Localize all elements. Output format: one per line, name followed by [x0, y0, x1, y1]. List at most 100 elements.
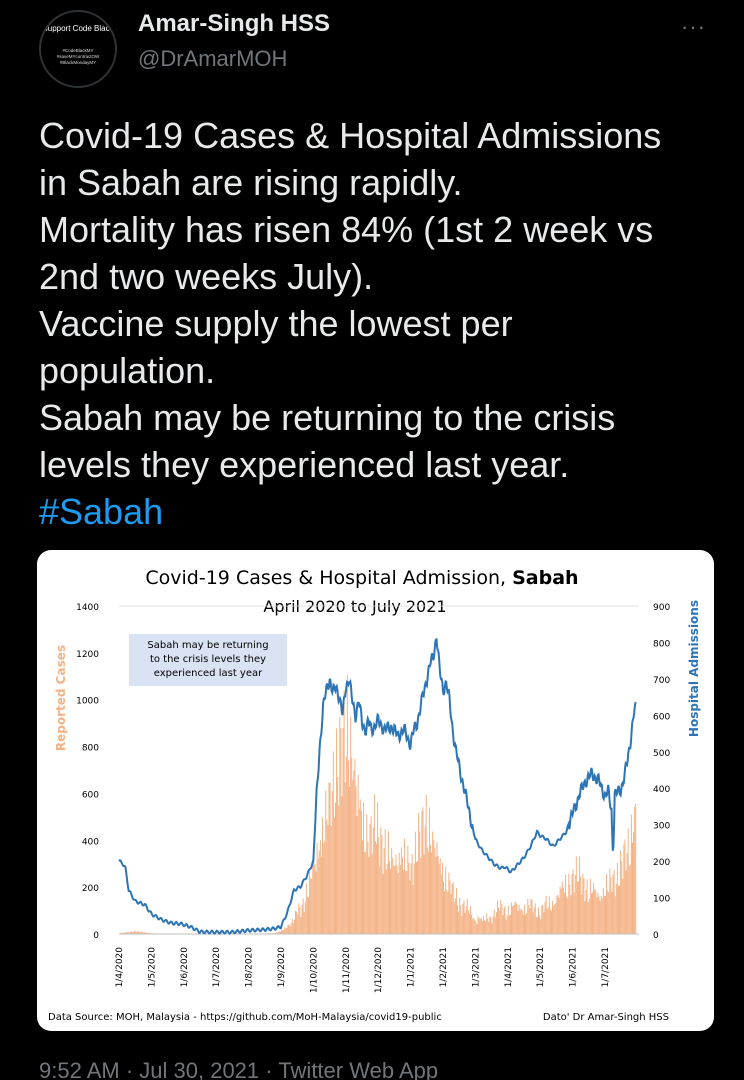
case-bar [621, 861, 623, 934]
case-bar [433, 840, 435, 934]
case-bar [614, 896, 616, 934]
case-bar [450, 894, 452, 934]
right-tick-label: 0 [653, 931, 659, 941]
case-bar [531, 900, 533, 934]
case-bar [331, 790, 333, 934]
x-tick-label: 1/11/2020 [342, 947, 352, 993]
author-handle[interactable]: @DrAmarMOH [138, 46, 288, 71]
case-bar [448, 872, 450, 934]
case-bar [616, 862, 618, 934]
case-bar [396, 865, 398, 934]
case-bar [299, 906, 301, 934]
case-bar [312, 864, 314, 934]
case-bar [290, 922, 292, 934]
case-bar [138, 931, 140, 934]
case-bar [316, 842, 318, 934]
case-bar [286, 927, 288, 934]
case-bar [276, 932, 278, 934]
case-bar [611, 892, 613, 934]
case-bar [516, 903, 518, 934]
case-bar [345, 756, 347, 934]
case-bar [617, 885, 619, 934]
case-bar [590, 893, 592, 934]
case-bar [298, 903, 300, 934]
case-bar [373, 794, 375, 934]
case-bar [143, 932, 145, 934]
case-bar [461, 915, 463, 934]
case-bar [441, 862, 443, 934]
avatar-tag: #CodeBlackMY [62, 48, 94, 53]
case-bar [305, 883, 307, 934]
case-bar [487, 918, 489, 934]
hashtag-link[interactable]: #Sabah [39, 491, 164, 532]
case-bar [141, 931, 143, 934]
left-tick-label: 400 [82, 837, 99, 847]
case-bar [608, 892, 610, 934]
case-bar [539, 915, 541, 934]
case-bar [529, 908, 531, 934]
case-bar [576, 881, 578, 934]
avatar[interactable]: Support Code Black #CodeBlackMY #saveMYc… [39, 10, 117, 88]
case-bar [135, 931, 137, 934]
case-bar [613, 869, 615, 934]
case-bar [513, 905, 515, 934]
case-bar [289, 926, 291, 934]
case-bar [623, 844, 625, 934]
case-bar [410, 863, 412, 934]
case-bar [619, 885, 621, 934]
case-bar [283, 930, 285, 934]
case-bar [489, 916, 491, 934]
tweet-time[interactable]: 9:52 AM [39, 1058, 120, 1080]
case-bar [369, 823, 371, 934]
case-bar [304, 902, 306, 934]
case-bar [443, 881, 444, 934]
case-bar [594, 889, 596, 934]
case-bar [398, 852, 400, 934]
case-bar [372, 827, 374, 934]
case-bar [379, 866, 381, 934]
case-bar [504, 906, 506, 934]
case-bar [625, 870, 627, 934]
case-bar [339, 717, 341, 934]
more-options-icon[interactable]: ··· [681, 14, 706, 39]
case-bar [300, 917, 302, 934]
case-bar [287, 924, 289, 934]
case-bar [451, 883, 453, 934]
case-bar [458, 911, 460, 934]
case-bar [306, 896, 308, 934]
case-bar [494, 917, 496, 934]
case-bar [587, 901, 589, 934]
case-bar [586, 879, 588, 934]
tweet-date[interactable]: Jul 30, 2021 [139, 1058, 260, 1080]
author-name[interactable]: Amar-Singh HSS [138, 10, 331, 37]
tweet-line: 2nd two weeks July). [39, 256, 374, 297]
case-bar [542, 904, 544, 934]
case-bar [452, 881, 454, 934]
case-bar [292, 923, 294, 934]
case-bar [597, 892, 599, 934]
case-bar [540, 919, 542, 934]
case-bar [142, 932, 144, 934]
case-bar [382, 874, 384, 934]
left-axis-label: Reported Cases [54, 645, 68, 751]
case-bar [291, 918, 293, 934]
case-bar [549, 909, 551, 934]
case-bar [568, 873, 570, 934]
case-bar [474, 919, 476, 934]
case-bar [628, 866, 630, 934]
chart-image[interactable]: Covid-19 Cases & Hospital Admission, Sab… [37, 550, 714, 1031]
case-bar [362, 840, 363, 934]
case-bar [524, 904, 525, 934]
annotation-line: experienced last year [154, 668, 263, 679]
case-bar [480, 918, 482, 934]
tweet-line: population. [39, 350, 216, 391]
admissions-line [118, 638, 637, 935]
footer-separator: · [259, 1058, 279, 1080]
case-bar [277, 932, 279, 934]
x-tick-label: 1/9/2020 [277, 947, 287, 988]
case-bar [411, 854, 413, 934]
chart-credit: Dato' Dr Amar-Singh HSS [543, 1012, 669, 1023]
case-bar [131, 932, 133, 934]
case-bar [571, 873, 573, 934]
tweet-client[interactable]: Twitter Web App [278, 1058, 439, 1080]
